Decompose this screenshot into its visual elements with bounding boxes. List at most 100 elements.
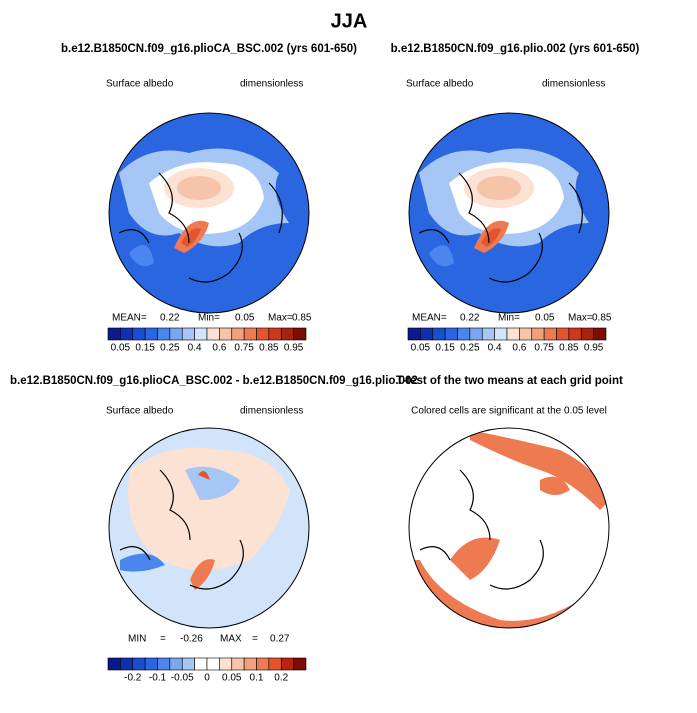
colorbar-box — [157, 327, 171, 341]
colorbar-label: 0.15 — [435, 343, 455, 354]
colorbar-label: 0.4 — [488, 343, 502, 354]
stat-text: Min= — [498, 313, 520, 324]
colorbar-box — [157, 657, 171, 671]
unit-label: dimensionless — [542, 79, 605, 90]
variable-label: Surface albedo — [406, 79, 474, 90]
colorbar-box — [169, 327, 183, 341]
colorbar-box — [268, 657, 282, 671]
unit-label: dimensionless — [240, 79, 303, 90]
colorbar-box — [243, 657, 257, 671]
colorbar-box — [181, 657, 195, 671]
colorbar-box — [494, 327, 508, 341]
colorbar-box — [580, 327, 594, 341]
colorbar-label: 0.6 — [512, 343, 526, 354]
colorbar-label: 0.95 — [284, 343, 304, 354]
colorbar-box — [107, 657, 121, 671]
colorbar-box — [194, 657, 208, 671]
colorbar-label: 0 — [204, 673, 210, 684]
stat-text: 0.05 — [535, 313, 555, 324]
stat-text: MIN — [128, 634, 146, 645]
colorbar-box — [280, 657, 294, 671]
variable-label: Surface albedo — [106, 79, 174, 90]
colorbar-box — [231, 327, 245, 341]
map — [409, 113, 609, 313]
stat-text: MEAN= — [112, 313, 147, 324]
colorbar-box — [256, 657, 270, 671]
colorbar-label: -0.2 — [124, 673, 142, 684]
colorbar-box — [132, 327, 146, 341]
colorbar-box — [120, 657, 134, 671]
colorbar-label: 0.85 — [559, 343, 579, 354]
colorbar-label: 0.75 — [534, 343, 554, 354]
colorbar-box — [256, 327, 270, 341]
colorbar-box — [444, 327, 458, 341]
stat-text: -0.26 — [180, 634, 203, 645]
stat-text: MAX — [220, 634, 242, 645]
colorbar-label: 0.05 — [111, 343, 131, 354]
colorbar-box — [506, 327, 520, 341]
panel-subtitle: Colored cells are significant at the 0.0… — [411, 406, 607, 417]
colorbar-label: 0.25 — [460, 343, 480, 354]
colorbar-box — [568, 327, 582, 341]
colorbar-box — [169, 657, 183, 671]
colorbar-label: 0.25 — [160, 343, 180, 354]
stat-text: 0.85 — [292, 313, 312, 324]
stat-text: = — [252, 634, 258, 645]
colorbar-box — [206, 327, 220, 341]
colorbar-label: 0.05 — [222, 673, 242, 684]
colorbar-label: 0.6 — [212, 343, 226, 354]
map — [109, 113, 309, 313]
colorbar-box — [481, 327, 495, 341]
colorbar-box — [144, 327, 158, 341]
colorbar-box — [407, 327, 421, 341]
colorbar-box — [243, 327, 257, 341]
colorbar-box — [457, 327, 471, 341]
colorbar-box — [543, 327, 557, 341]
stat-text: 0.22 — [160, 313, 180, 324]
colorbar-box — [206, 657, 220, 671]
map-border — [408, 112, 610, 314]
colorbar-label: 0.2 — [274, 673, 288, 684]
colorbar-label: 0.85 — [259, 343, 279, 354]
colorbar-label: 0.95 — [584, 343, 604, 354]
colorbar-label: 0.15 — [135, 343, 155, 354]
figure-title: JJA — [331, 10, 368, 32]
colorbar-box — [107, 327, 121, 341]
colorbar-box — [556, 327, 570, 341]
stat-text: = — [160, 634, 166, 645]
colorbar-box — [593, 327, 607, 341]
stat-text: 0.05 — [235, 313, 255, 324]
colorbar-box — [293, 657, 307, 671]
colorbar-box — [231, 657, 245, 671]
map-border — [108, 427, 310, 629]
colorbar-box — [268, 327, 282, 341]
colorbar-box — [469, 327, 483, 341]
stat-text: Max= — [268, 313, 293, 324]
colorbar-box — [144, 657, 158, 671]
colorbar-box — [132, 657, 146, 671]
map-border — [108, 112, 310, 314]
variable-label: Surface albedo — [106, 406, 174, 417]
stat-text: 0.85 — [592, 313, 612, 324]
colorbar-label: -0.1 — [149, 673, 167, 684]
map — [409, 428, 609, 628]
colorbar-box — [181, 327, 195, 341]
colorbar-label: 0.75 — [234, 343, 254, 354]
map — [109, 428, 309, 628]
colorbar-label: 0.1 — [250, 673, 264, 684]
colorbar-box — [420, 327, 434, 341]
colorbar-box — [194, 327, 208, 341]
colorbar-box — [219, 657, 233, 671]
stat-text: 0.22 — [460, 313, 480, 324]
panel-title: b.e12.B1850CN.f09_g16.plioCA_BSC.002 - b… — [10, 375, 418, 387]
colorbar-box — [293, 327, 307, 341]
unit-label: dimensionless — [240, 406, 303, 417]
colorbar-box — [432, 327, 446, 341]
colorbar-box — [219, 327, 233, 341]
stat-text: 0.27 — [270, 634, 290, 645]
colorbar-box — [519, 327, 533, 341]
stat-text: Min= — [198, 313, 220, 324]
stat-text: MEAN= — [412, 313, 447, 324]
colorbar-label: -0.05 — [171, 673, 194, 684]
